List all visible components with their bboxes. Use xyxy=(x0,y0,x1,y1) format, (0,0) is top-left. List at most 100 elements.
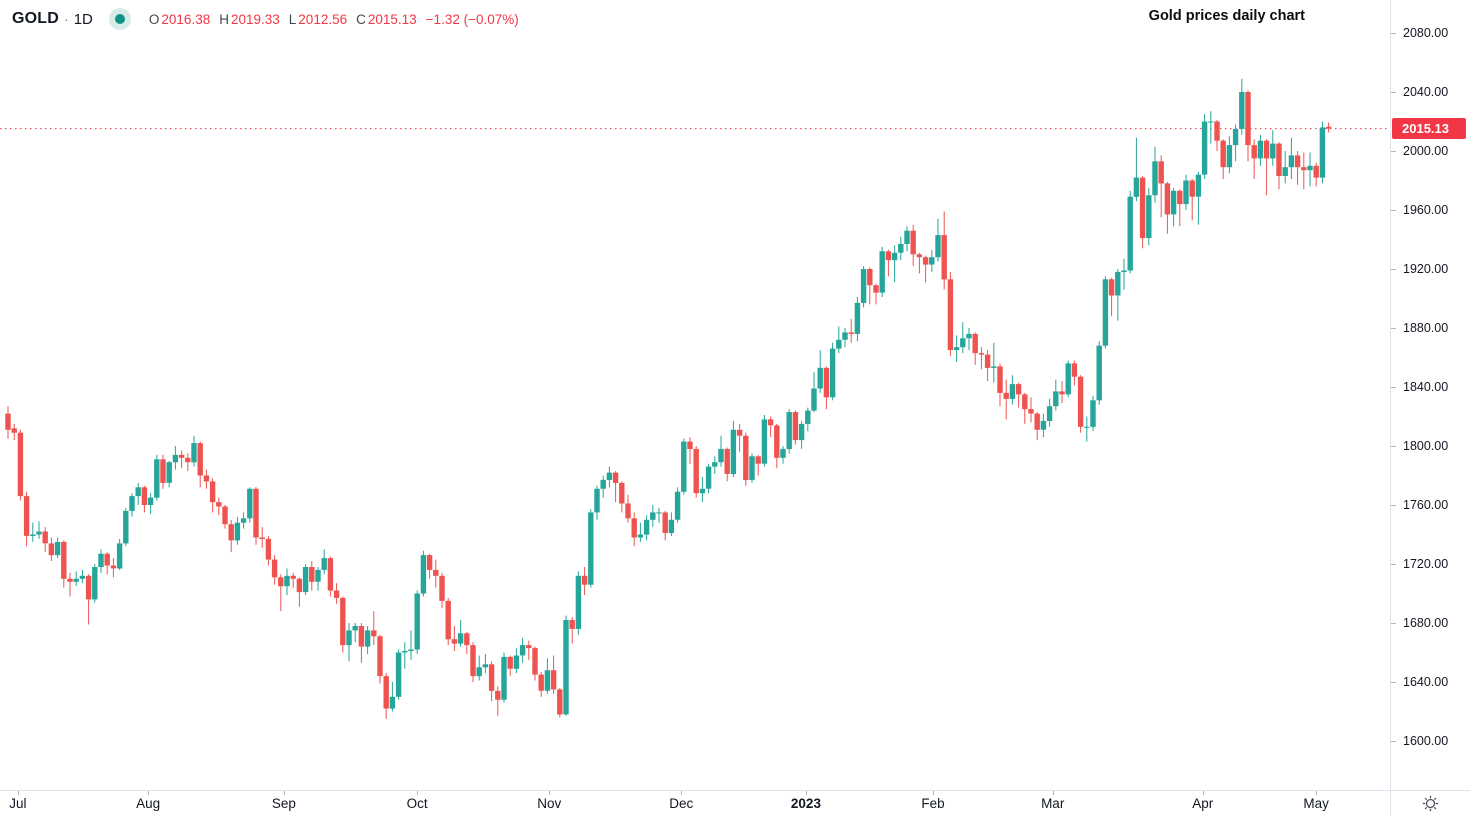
axis-corner xyxy=(1391,791,1470,816)
candle xyxy=(1177,189,1183,227)
candle xyxy=(147,493,154,514)
candle xyxy=(240,512,247,529)
candle xyxy=(1065,360,1071,398)
time-axis[interactable]: Jul Aug Sep Oct Nov Dec 2023 Feb Mar Apr May xyxy=(0,791,1390,816)
price-axis-tick xyxy=(1391,387,1396,388)
candle xyxy=(110,558,117,578)
candle xyxy=(600,475,606,498)
chart-settings-gear-icon[interactable] xyxy=(1422,795,1440,813)
time-axis-label: Dec xyxy=(669,796,694,811)
candle xyxy=(755,454,761,476)
candle xyxy=(705,463,712,494)
interval-button[interactable]: 1D xyxy=(73,10,93,28)
time-axis-tick xyxy=(681,791,683,795)
ohlc-key: H xyxy=(219,11,229,27)
candle xyxy=(340,596,346,653)
candle xyxy=(333,583,340,604)
candle xyxy=(501,652,507,703)
candle xyxy=(730,420,737,477)
candle xyxy=(817,350,823,393)
candle xyxy=(364,626,371,654)
candle xyxy=(526,640,532,660)
candle xyxy=(910,224,916,267)
candle xyxy=(457,620,464,647)
candle xyxy=(309,561,315,591)
candle xyxy=(1164,182,1171,234)
candle xyxy=(445,597,451,646)
candle xyxy=(1208,111,1214,144)
candle xyxy=(1040,413,1047,438)
candle xyxy=(85,574,92,625)
candle xyxy=(197,441,203,488)
price-axis-tick xyxy=(1391,33,1396,34)
candle xyxy=(11,423,17,441)
candlestick-plot xyxy=(0,78,1390,719)
candle xyxy=(1294,151,1301,185)
candle xyxy=(637,522,644,542)
time-axis-tick xyxy=(1202,791,1204,795)
candle xyxy=(619,481,625,513)
candle xyxy=(315,567,321,591)
candle xyxy=(203,469,210,489)
candle xyxy=(222,505,228,529)
ohlc-key: O xyxy=(148,11,160,27)
candle xyxy=(836,326,842,354)
candle xyxy=(581,567,588,595)
candle xyxy=(54,537,61,559)
symbol-button[interactable]: GOLD xyxy=(12,10,60,27)
candle xyxy=(569,617,575,644)
candle xyxy=(216,497,222,516)
price-axis-label: 2000.00 xyxy=(1403,144,1449,158)
candle xyxy=(538,671,544,697)
candle xyxy=(1276,142,1282,190)
candle xyxy=(972,332,978,365)
candle xyxy=(724,447,730,482)
candle xyxy=(476,655,482,681)
candle xyxy=(402,642,408,669)
price-axis-label: 1840.00 xyxy=(1403,380,1449,394)
candle xyxy=(278,574,284,612)
candle xyxy=(854,297,861,342)
candle xyxy=(1158,155,1164,218)
candle xyxy=(1059,381,1065,404)
candle xyxy=(1096,341,1102,405)
change-readout: −1.32 (−0.07%) xyxy=(425,11,519,27)
candle xyxy=(681,438,687,495)
candle xyxy=(17,429,24,501)
candle xyxy=(420,550,427,597)
candle xyxy=(873,283,879,305)
time-axis-tick xyxy=(549,791,551,795)
candle xyxy=(860,266,867,308)
chart-canvas[interactable]: GOLD · 1D O 2016.38 H 2019.33 L 2012.56 C 2015.… xyxy=(0,0,1390,790)
candle xyxy=(823,366,830,410)
price-axis[interactable]: 2080.00 2040.00 2000.00 1960.00 1920.00 1880.… xyxy=(1391,0,1470,790)
candle xyxy=(557,687,563,718)
candle xyxy=(774,423,780,469)
candle xyxy=(519,637,526,663)
candle xyxy=(898,236,904,261)
candle xyxy=(296,577,303,607)
candle xyxy=(284,568,290,595)
candle xyxy=(141,485,148,513)
time-axis-label: 2023 xyxy=(790,796,821,811)
candle xyxy=(352,623,358,643)
candle xyxy=(693,446,699,498)
candle xyxy=(253,487,259,545)
candle xyxy=(191,435,197,467)
time-axis-border xyxy=(0,790,1470,791)
ohlc-readout: O 2016.38 H 2019.33 L 2012.56 C 2015.13 −1.32 (−… xyxy=(149,12,519,27)
candle xyxy=(656,507,662,523)
candle xyxy=(718,435,724,467)
ohlc-value: 2019.33 xyxy=(230,11,280,27)
candle xyxy=(1183,174,1189,210)
candle xyxy=(1282,151,1288,184)
candle xyxy=(736,423,743,452)
candle xyxy=(1015,382,1022,408)
candle xyxy=(712,456,718,474)
price-axis-tick xyxy=(1391,741,1396,742)
candle xyxy=(104,552,110,575)
candle xyxy=(984,350,991,382)
candle xyxy=(588,509,594,588)
candle xyxy=(414,590,420,654)
candle xyxy=(1245,90,1251,162)
